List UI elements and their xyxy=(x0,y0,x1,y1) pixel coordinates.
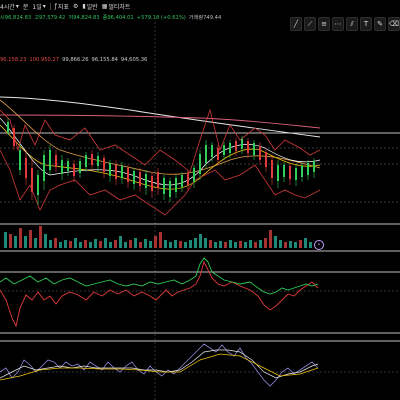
rsi-purple xyxy=(0,343,319,387)
candles-icon: ▮ xyxy=(82,2,86,10)
draw-parallel-tool-icon[interactable]: ≡ xyxy=(318,17,330,31)
interval-selector[interactable]: 4시간 ▾ xyxy=(0,2,19,11)
band-red-lower xyxy=(0,149,321,216)
chart-type-button[interactable]: ▮ 일반 xyxy=(82,2,97,11)
day-label: 1일 xyxy=(32,3,42,11)
indicator-label: 지표 xyxy=(57,3,69,11)
day-selector[interactable]: 1일 ▾ xyxy=(32,2,45,11)
top-toolbar: 4시간 ▾ 분 1일 ▾ ƒ 지표 ⚙ ▮ 일반 ▦ 멀티차트 xyxy=(0,0,400,12)
multi-chart-icon: ▦ xyxy=(101,2,108,10)
candles xyxy=(7,118,315,205)
chart-type-label: 일반 xyxy=(86,3,98,11)
band-red-upper xyxy=(0,108,321,173)
ma-legend: 96,158.23 100,950.27 99,866.26 96,155.84… xyxy=(0,56,400,64)
ma-value-4: 96,155.84 xyxy=(91,57,118,63)
oscillator-green xyxy=(0,257,319,295)
ohlc-quote: 시96,824.83 고97,579.42 저94,824.83 종96,404… xyxy=(0,13,400,22)
toolbar-divider xyxy=(49,2,51,10)
draw-channel-tool-icon[interactable]: ⫽ xyxy=(346,17,358,31)
quote-high: 고97,579.42 xyxy=(34,15,66,21)
ma-white-short xyxy=(0,117,321,186)
ma-value-2: 100,950.27 xyxy=(29,57,60,63)
draw-line-tool-icon[interactable]: ╱ xyxy=(290,17,302,31)
chevron-down-icon: ▾ xyxy=(15,2,19,10)
indicator-icon: ƒ xyxy=(54,2,57,10)
oscillator-red xyxy=(0,260,319,328)
drawing-toolbar: ╱ ⟋ ≡ ⋯ ⫽ T ✎ ⌫ xyxy=(290,14,400,34)
quote-open: 시96,824.83 xyxy=(0,15,32,21)
indicator-button[interactable]: ƒ 지표 xyxy=(55,2,69,11)
quote-close: 종96,404.01 xyxy=(102,15,134,21)
ma-value-3: 99,866.26 xyxy=(62,57,89,63)
ma-long-white xyxy=(0,96,321,138)
multi-chart-label: 멀티차트 xyxy=(108,3,131,11)
chevron-down-icon: ▾ xyxy=(42,2,46,10)
draw-measure-tool-icon[interactable]: ⋯ xyxy=(332,17,344,31)
ma-value-1: 96,158.23 xyxy=(0,57,27,63)
quote-low: 저94,824.83 xyxy=(68,15,100,21)
minute-label: 분 xyxy=(22,3,29,11)
settings-icon: ⚙ xyxy=(72,2,79,10)
interval-label: 4시간 xyxy=(0,3,15,11)
minute-button[interactable]: 분 xyxy=(23,2,29,11)
draw-ray-tool-icon[interactable]: ⟋ xyxy=(304,17,316,31)
current-marker-icon[interactable]: • xyxy=(314,240,324,250)
quote-change: +579.18 (+0.61%) xyxy=(136,14,186,21)
settings-button[interactable]: ⚙ xyxy=(73,3,78,10)
rsi-yellow xyxy=(0,353,319,381)
quote-volume: 거래량749.44 xyxy=(188,15,222,21)
ma-orange xyxy=(0,99,321,175)
ma-value-5: 94,605.36 xyxy=(120,57,148,63)
draw-pen-tool-icon[interactable]: ✎ xyxy=(374,17,386,31)
draw-text-tool-icon[interactable]: T xyxy=(360,17,372,31)
multi-chart-button[interactable]: ▦ 멀티차트 xyxy=(102,2,131,11)
eraser-tool-icon[interactable]: ⌫ xyxy=(388,17,400,31)
volume-bars xyxy=(4,226,312,248)
rsi-white xyxy=(0,349,319,379)
ma-pink xyxy=(0,114,321,129)
